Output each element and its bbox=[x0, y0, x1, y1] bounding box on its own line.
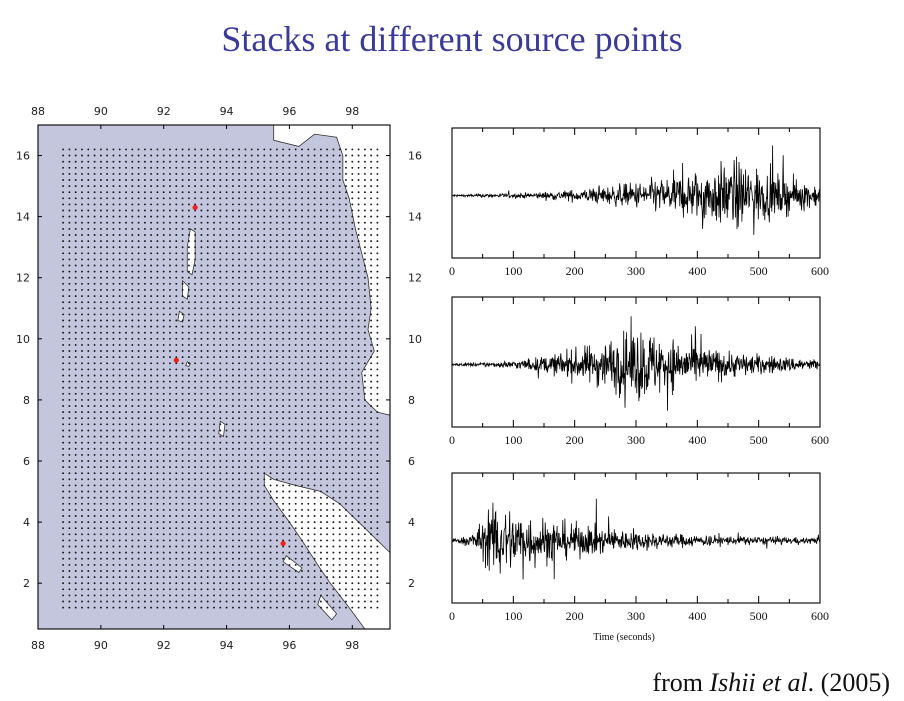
source-point-1 bbox=[192, 204, 198, 211]
time-tick-2-400: 400 bbox=[688, 433, 706, 447]
time-tick-1-500: 500 bbox=[750, 264, 768, 278]
waveform-1 bbox=[451, 145, 821, 235]
time-tick-1-0: 0 bbox=[449, 264, 455, 278]
panel-frame-2 bbox=[451, 296, 821, 428]
lat-tick-left-14: 14 bbox=[16, 211, 30, 224]
lat-tick-left-12: 12 bbox=[16, 272, 30, 285]
lat-tick-right-4: 4 bbox=[408, 516, 415, 529]
time-tick-2-200: 200 bbox=[566, 433, 584, 447]
lat-tick-left-8: 8 bbox=[23, 394, 30, 407]
time-tick-1-100: 100 bbox=[504, 264, 522, 278]
time-tick-3-300: 300 bbox=[627, 609, 645, 623]
time-tick-3-600: 600 bbox=[811, 609, 829, 623]
time-axis-label: Time (seconds) bbox=[593, 632, 655, 643]
seismogram-panel-2: 0 100 200 300 400 500 600 bbox=[449, 296, 829, 447]
time-tick-3-400: 400 bbox=[688, 609, 706, 623]
slide-title: Stacks at different source points bbox=[221, 19, 683, 59]
waveform-2 bbox=[451, 316, 821, 411]
lon-tick-bottom-88: 88 bbox=[31, 639, 45, 652]
lon-tick-bottom-94: 94 bbox=[220, 639, 234, 652]
lon-tick-top-88: 88 bbox=[31, 105, 45, 118]
lon-tick-top-94: 94 bbox=[220, 105, 234, 118]
lat-tick-left-2: 2 bbox=[23, 577, 30, 590]
lon-tick-bottom-98: 98 bbox=[345, 639, 359, 652]
time-tick-3-100: 100 bbox=[504, 609, 522, 623]
lat-tick-right-2: 2 bbox=[408, 577, 415, 590]
lat-tick-right-10: 10 bbox=[408, 333, 422, 346]
time-tick-1-300: 300 bbox=[627, 264, 645, 278]
citation: from Ishii et al. (2005) bbox=[652, 668, 890, 698]
time-tick-2-600: 600 bbox=[811, 433, 829, 447]
lon-tick-bottom-92: 92 bbox=[157, 639, 171, 652]
lat-tick-left-16: 16 bbox=[16, 150, 30, 163]
lat-tick-right-16: 16 bbox=[408, 150, 422, 163]
citation-suffix: . (2005) bbox=[807, 668, 890, 697]
lon-tick-bottom-96: 96 bbox=[282, 639, 296, 652]
time-tick-3-0: 0 bbox=[449, 609, 455, 623]
lat-tick-right-14: 14 bbox=[408, 211, 422, 224]
waveform-3 bbox=[451, 498, 821, 580]
lon-tick-top-96: 96 bbox=[282, 105, 296, 118]
citation-authors: Ishii et al bbox=[709, 668, 808, 697]
seismogram-panel-3: 0 100 200 300 400 500 600 Time (seconds) bbox=[449, 472, 829, 643]
time-tick-2-300: 300 bbox=[627, 433, 645, 447]
lat-tick-left-10: 10 bbox=[16, 333, 30, 346]
time-tick-1-600: 600 bbox=[811, 264, 829, 278]
grid-points bbox=[62, 148, 379, 609]
lat-tick-left-4: 4 bbox=[23, 516, 30, 529]
seismogram-panel-1: 0 100 200 300 400 500 600 bbox=[449, 127, 829, 278]
time-tick-2-100: 100 bbox=[504, 433, 522, 447]
lon-tick-top-92: 92 bbox=[157, 105, 171, 118]
time-tick-3-500: 500 bbox=[750, 609, 768, 623]
lon-tick-bottom-90: 90 bbox=[94, 639, 108, 652]
south-andaman-land bbox=[182, 279, 190, 300]
lat-tick-right-6: 6 bbox=[408, 455, 415, 468]
lat-tick-left-6: 6 bbox=[23, 455, 30, 468]
time-tick-2-500: 500 bbox=[750, 433, 768, 447]
time-tick-1-400: 400 bbox=[688, 264, 706, 278]
lat-tick-right-12: 12 bbox=[408, 272, 422, 285]
time-tick-2-0: 0 bbox=[449, 433, 455, 447]
time-tick-3-200: 200 bbox=[566, 609, 584, 623]
time-tick-1-200: 200 bbox=[566, 264, 584, 278]
source-point-3 bbox=[280, 540, 286, 547]
lon-tick-top-90: 90 bbox=[94, 105, 108, 118]
lat-tick-right-8: 8 bbox=[408, 394, 415, 407]
lon-tick-top-98: 98 bbox=[345, 105, 359, 118]
source-point-2 bbox=[173, 357, 179, 363]
citation-prefix: from bbox=[652, 668, 710, 697]
simeulue-land bbox=[282, 555, 303, 574]
map-frame bbox=[37, 124, 391, 630]
